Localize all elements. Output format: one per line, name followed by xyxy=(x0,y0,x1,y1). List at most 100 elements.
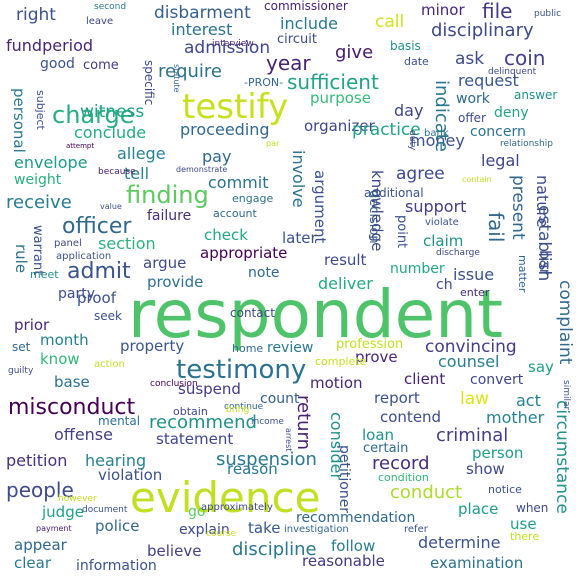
word: proceeding xyxy=(180,120,270,139)
word: income xyxy=(251,417,284,427)
word: work xyxy=(456,91,490,107)
word: disciplinary xyxy=(431,20,534,41)
word: continue xyxy=(224,402,264,412)
word: provide xyxy=(147,273,204,291)
word: file xyxy=(482,0,513,23)
word: charge xyxy=(52,101,135,129)
word: second xyxy=(94,2,127,12)
word: home xyxy=(232,342,264,355)
word: respondent xyxy=(128,276,503,353)
word: finding xyxy=(126,181,209,209)
word: bring xyxy=(226,405,250,415)
word: offense xyxy=(54,425,113,444)
word: suspend xyxy=(178,380,241,398)
word: proof xyxy=(77,289,116,307)
word: result xyxy=(324,251,367,269)
word: prior xyxy=(14,316,50,334)
word: arrest xyxy=(284,428,293,452)
word: however xyxy=(58,494,97,504)
word: testimony xyxy=(176,355,307,385)
word: recommendation xyxy=(296,510,416,526)
word: similar xyxy=(561,380,571,411)
word: year xyxy=(266,51,311,75)
word: note xyxy=(248,265,280,281)
word: public xyxy=(534,9,562,19)
word: record xyxy=(372,453,430,474)
word: agree xyxy=(396,164,445,184)
word: condition xyxy=(378,471,429,484)
word: account xyxy=(213,207,257,220)
word: show xyxy=(466,460,505,478)
word: ch xyxy=(436,277,453,293)
word: argument xyxy=(311,170,329,244)
word: later xyxy=(282,229,317,247)
word: place xyxy=(458,500,499,518)
word: concern xyxy=(470,124,526,140)
word: basis xyxy=(390,39,421,53)
word: criminal xyxy=(436,425,509,446)
word: violation xyxy=(98,466,163,484)
word: ask xyxy=(455,49,485,69)
word: warrant xyxy=(30,225,45,276)
word: number xyxy=(390,261,445,277)
word: use xyxy=(510,515,537,533)
word: petitioner xyxy=(336,445,352,514)
word: circuit xyxy=(277,32,317,47)
word: person xyxy=(472,444,524,462)
word: follow xyxy=(331,537,376,555)
word: base xyxy=(54,373,90,391)
word: course xyxy=(206,529,237,539)
word: argue xyxy=(143,254,187,272)
word: tell xyxy=(124,164,150,183)
word: offer xyxy=(458,111,486,125)
word: practice xyxy=(352,120,421,140)
word: approximately xyxy=(201,502,273,513)
word: misconduct xyxy=(8,395,136,420)
word: judge xyxy=(42,503,84,521)
word: give xyxy=(335,42,374,63)
word: conclude xyxy=(74,123,147,142)
word: witness xyxy=(80,102,145,122)
word: statement xyxy=(156,430,234,448)
word: additional xyxy=(364,186,424,200)
word: coin xyxy=(504,46,546,70)
word: because xyxy=(98,167,136,177)
word: issue xyxy=(453,265,495,284)
word: say xyxy=(528,358,554,376)
word: motion xyxy=(310,374,363,392)
word: count xyxy=(260,391,300,407)
word: notice xyxy=(488,483,522,496)
word: examination xyxy=(430,554,524,572)
word: delinquent xyxy=(488,67,537,77)
word: rule xyxy=(12,244,30,274)
word: complete xyxy=(315,355,367,368)
word: reason xyxy=(227,460,278,478)
word: commit xyxy=(208,173,269,192)
word: come xyxy=(83,58,119,73)
word: enter xyxy=(460,286,490,299)
word: obtain xyxy=(173,405,208,418)
word: explain xyxy=(179,522,230,538)
word: include xyxy=(280,14,338,33)
word: officer xyxy=(62,214,132,239)
word: minor xyxy=(421,1,465,19)
word: duty xyxy=(407,130,417,151)
word: loan xyxy=(362,426,395,444)
word: envelope xyxy=(14,153,88,172)
word: day xyxy=(394,101,424,120)
word: know xyxy=(40,350,80,368)
word: value xyxy=(100,202,122,211)
word: there xyxy=(510,530,540,543)
word: conduct xyxy=(390,482,463,503)
word: law xyxy=(460,389,490,409)
word: purpose xyxy=(310,89,371,107)
word: answer xyxy=(514,88,558,102)
word: investigation xyxy=(284,524,349,535)
word: reasonable xyxy=(302,552,385,570)
word: meet xyxy=(30,268,59,281)
word: fundperiod xyxy=(6,36,94,55)
word: information xyxy=(76,558,157,574)
word: interest xyxy=(171,20,233,39)
word: bar xyxy=(536,250,554,275)
word: appear xyxy=(14,536,67,554)
